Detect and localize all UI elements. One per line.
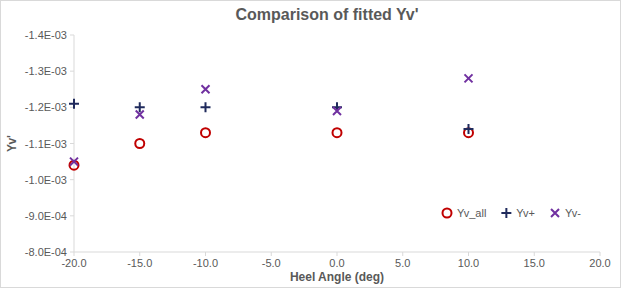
x-tick-label: -15.0	[127, 257, 152, 269]
y-tick	[70, 252, 74, 253]
x-tick-label: 20.0	[589, 257, 610, 269]
legend-label: Yv-	[565, 207, 581, 219]
data-point	[69, 99, 79, 109]
x-tick-label: -5.0	[262, 257, 281, 269]
legend-marker	[501, 208, 511, 218]
chart: Comparison of fitted Yv' -1.4E-03 -1.3E-03…	[0, 0, 621, 288]
x-tick	[205, 252, 206, 256]
plot-area	[69, 74, 474, 169]
data-point	[333, 128, 342, 137]
x-tick-label: -20.0	[61, 257, 86, 269]
data-point	[465, 74, 473, 82]
y-tick	[70, 143, 74, 144]
y-axis-title: Yv'	[5, 135, 19, 152]
x-tick	[337, 252, 338, 256]
data-point	[333, 107, 341, 115]
x-tick	[468, 252, 469, 256]
legend-marker	[443, 209, 452, 218]
legend: Yv_all Yv+ Yv-	[443, 207, 582, 219]
y-tick-label: -1.2E-03	[25, 101, 67, 113]
data-point	[201, 102, 211, 112]
y-tick-label: -1.1E-03	[25, 138, 67, 150]
x-tick	[402, 252, 403, 256]
chart-border	[1, 1, 621, 288]
x-axis-title: Heel Angle (deg)	[290, 270, 384, 284]
x-tick	[139, 252, 140, 256]
chart-title: Comparison of fitted Yv'	[235, 6, 418, 23]
legend-label: Yv+	[516, 207, 535, 219]
data-point	[136, 111, 144, 119]
data-point	[202, 85, 210, 93]
x-tick	[271, 252, 272, 256]
x-tick-label: 0.0	[329, 257, 344, 269]
y-tick	[70, 215, 74, 216]
legend-label: Yv_all	[457, 207, 486, 219]
x-tick-label: 10.0	[458, 257, 479, 269]
data-point	[201, 128, 210, 137]
data-point	[135, 139, 144, 148]
data-point	[70, 158, 78, 166]
y-tick-label: -1.3E-03	[25, 65, 67, 77]
x-tick	[534, 252, 535, 256]
y-tick	[70, 35, 74, 36]
x-tick-label: 15.0	[524, 257, 545, 269]
x-tick	[600, 252, 601, 256]
y-tick	[70, 71, 74, 72]
y-tick-label: -1.4E-03	[25, 29, 67, 41]
y-tick	[70, 179, 74, 180]
x-tick	[74, 252, 75, 256]
y-tick-label: -1.0E-03	[25, 174, 67, 186]
data-point	[464, 124, 474, 134]
legend-marker	[551, 209, 559, 217]
x-tick-label: -10.0	[193, 257, 218, 269]
y-tick-label: -9.0E-04	[25, 210, 67, 222]
x-tick-label: 5.0	[395, 257, 410, 269]
